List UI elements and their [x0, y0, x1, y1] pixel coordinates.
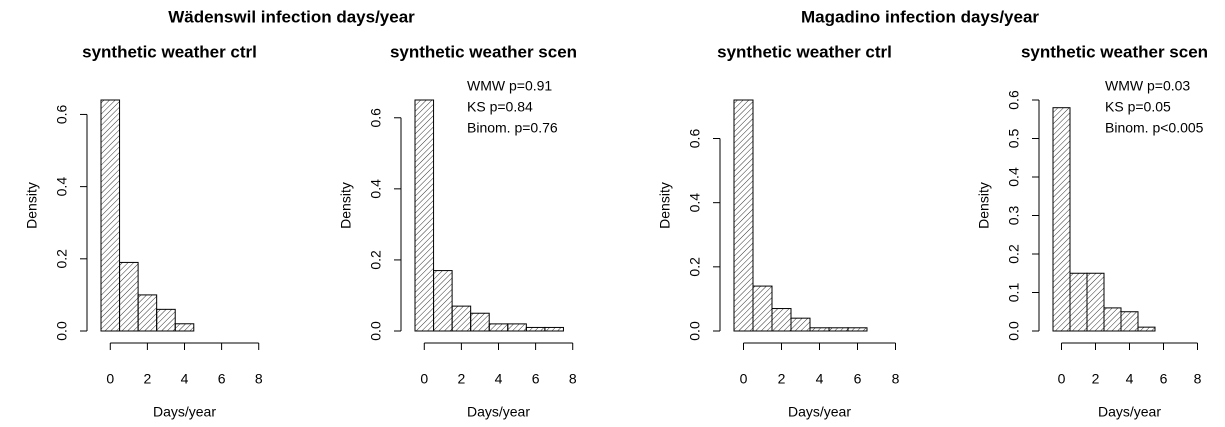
bar — [507, 323, 527, 332]
bar — [414, 99, 435, 332]
figure-title: Wädenswil infection days/year — [168, 7, 415, 26]
y-tick-label: 0.4 — [1006, 167, 1022, 187]
y-tick-label: 0.0 — [687, 321, 703, 341]
x-tick-label: 0 — [420, 371, 428, 387]
x-tick-label: 8 — [255, 371, 263, 387]
bar — [828, 327, 849, 332]
x-tick-label: 2 — [143, 371, 151, 387]
y-tick-label: 0.1 — [1006, 283, 1022, 303]
bar — [847, 327, 868, 332]
bar — [488, 323, 509, 332]
y-tick-label: 0.6 — [368, 108, 384, 128]
y-axis-label: Density — [338, 182, 354, 229]
x-tick-label: 0 — [106, 371, 114, 387]
bar — [1137, 326, 1156, 332]
y-tick-label: 0.6 — [1006, 90, 1022, 110]
y-axis-label: Density — [976, 182, 992, 229]
y-tick-label: 0.2 — [368, 250, 384, 270]
bar — [1052, 107, 1071, 332]
annotation: WMW p=0.03 — [1105, 78, 1190, 94]
x-tick-label: 4 — [816, 371, 824, 387]
bar — [809, 327, 830, 332]
panel-title: synthetic weather ctrl — [82, 42, 257, 61]
x-tick-label: 6 — [1160, 371, 1168, 387]
bar — [733, 99, 754, 332]
x-axis-label: Days/year — [788, 404, 851, 420]
bar — [544, 326, 564, 332]
annotation: Binom. p<0.005 — [1105, 120, 1204, 136]
bar — [525, 326, 546, 332]
bar — [433, 270, 453, 332]
bar — [1086, 272, 1105, 332]
y-tick-label: 0.2 — [54, 249, 70, 269]
y-tick-label: 0.2 — [1006, 244, 1022, 264]
bar — [156, 308, 176, 332]
x-axis-label: Days/year — [1098, 404, 1161, 420]
x-tick-label: 8 — [892, 371, 900, 387]
annotation: WMW p=0.91 — [467, 78, 552, 94]
y-tick-label: 0.2 — [687, 257, 703, 277]
y-axis-label: Density — [657, 182, 673, 229]
x-tick-label: 4 — [495, 371, 503, 387]
x-tick-label: 6 — [854, 371, 862, 387]
bar — [100, 99, 121, 332]
y-tick-label: 0.3 — [1006, 206, 1022, 226]
bar — [1120, 311, 1139, 332]
y-tick-label: 0.0 — [368, 321, 384, 341]
y-tick-label: 0.0 — [54, 321, 70, 341]
x-tick-label: 0 — [740, 371, 748, 387]
x-tick-label: 8 — [1194, 371, 1202, 387]
annotation: KS p=0.05 — [1105, 99, 1171, 115]
x-tick-label: 6 — [532, 371, 540, 387]
x-tick-label: 8 — [569, 371, 577, 387]
annotation: KS p=0.84 — [467, 99, 533, 115]
bar — [119, 261, 139, 332]
x-tick-label: 4 — [1126, 371, 1134, 387]
x-axis-label: Days/year — [467, 404, 530, 420]
y-tick-label: 0.5 — [1006, 129, 1022, 149]
y-tick-label: 0.6 — [687, 129, 703, 149]
bar — [137, 294, 158, 332]
x-tick-label: 0 — [1058, 371, 1066, 387]
x-tick-label: 4 — [181, 371, 189, 387]
x-tick-label: 2 — [457, 371, 465, 387]
y-tick-label: 0.0 — [1006, 321, 1022, 341]
panel-title: synthetic weather scen — [1021, 42, 1208, 61]
bar — [771, 308, 792, 332]
bar — [790, 317, 811, 332]
bar — [752, 285, 773, 332]
figure-title: Magadino infection days/year — [801, 7, 1039, 26]
panel-title: synthetic weather scen — [390, 42, 577, 61]
bar — [451, 305, 472, 332]
y-tick-label: 0.4 — [54, 177, 70, 197]
panel-title: synthetic weather ctrl — [717, 42, 892, 61]
bar — [1069, 272, 1088, 332]
x-tick-label: 6 — [218, 371, 226, 387]
x-tick-label: 2 — [1092, 371, 1100, 387]
x-axis-label: Days/year — [153, 404, 216, 420]
y-tick-label: 0.4 — [687, 193, 703, 213]
bar — [1103, 307, 1122, 332]
y-tick-label: 0.4 — [368, 179, 384, 199]
annotation: Binom. p=0.76 — [467, 120, 558, 136]
x-tick-label: 2 — [778, 371, 786, 387]
bar — [470, 312, 490, 332]
bar — [174, 323, 195, 332]
y-axis-label: Density — [24, 182, 40, 229]
y-tick-label: 0.6 — [54, 104, 70, 124]
